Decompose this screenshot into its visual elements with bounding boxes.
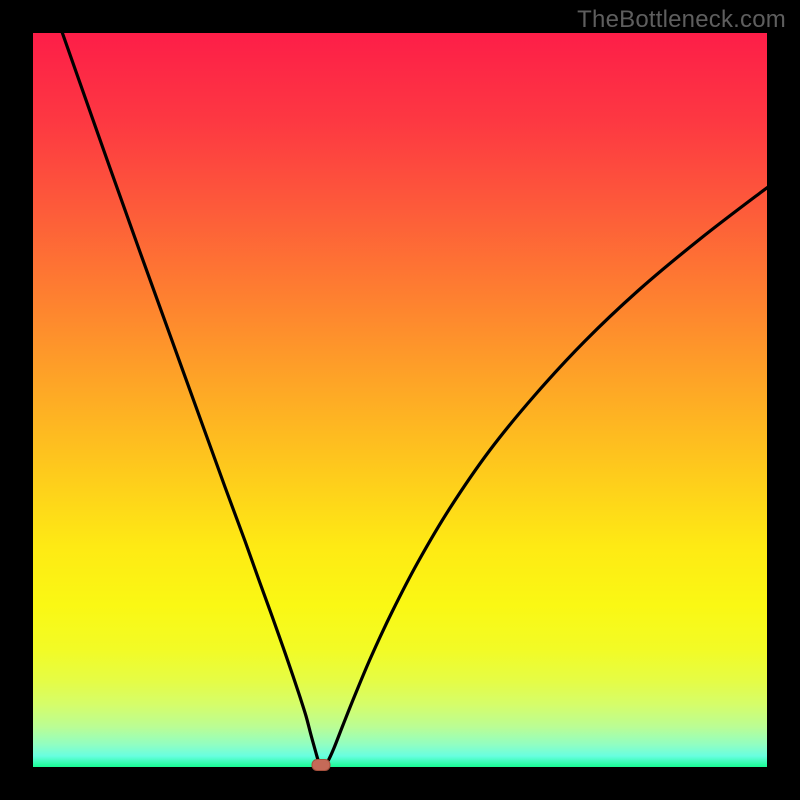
watermark-text: TheBottleneck.com <box>577 6 786 34</box>
bottleneck-chart: TheBottleneck.com <box>0 0 800 800</box>
chart-svg <box>0 0 800 800</box>
optimum-marker <box>312 760 330 771</box>
plot-background <box>33 33 767 767</box>
